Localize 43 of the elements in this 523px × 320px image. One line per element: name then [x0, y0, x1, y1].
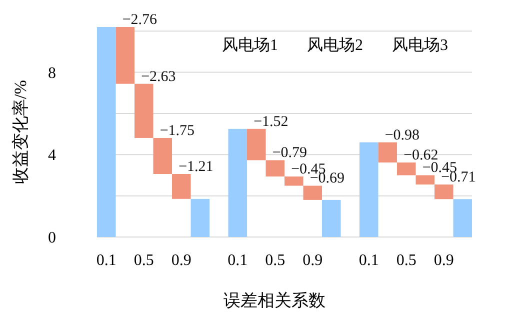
data-label: −0.79	[272, 145, 308, 162]
x-tick-label: 0.5	[265, 252, 286, 269]
x-axis-title: 误差相关系数	[224, 291, 326, 310]
bar	[266, 160, 284, 176]
bar	[134, 84, 154, 138]
bar	[303, 186, 322, 200]
bar	[416, 175, 434, 184]
annotation: 风电场3	[392, 36, 448, 54]
bar	[378, 142, 397, 162]
y-axis-title: 收益变化率/%	[11, 80, 30, 184]
bar	[247, 128, 266, 160]
bar	[434, 184, 454, 200]
data-label: −1.21	[178, 159, 214, 175]
bar	[322, 200, 341, 237]
x-tick-label: 0.1	[358, 252, 379, 269]
bar	[97, 27, 116, 237]
data-label: −0.62	[404, 147, 438, 164]
x-tick-label: 0.9	[434, 252, 454, 269]
x-tick-label: 0.5	[396, 252, 416, 269]
bar	[360, 142, 378, 237]
y-tick-label: 0	[48, 230, 56, 247]
bar	[190, 198, 210, 237]
data-label: −2.63	[141, 68, 176, 85]
data-label: −1.75	[160, 122, 195, 139]
annotation: 风电场2	[307, 36, 363, 54]
data-label: −2.76	[122, 12, 158, 28]
bar	[116, 27, 134, 84]
data-label: −1.52	[254, 114, 288, 130]
bar	[153, 138, 172, 174]
x-tick-label: 0.1	[96, 252, 116, 269]
x-tick-label: 0.1	[228, 252, 248, 269]
bar	[172, 174, 191, 199]
x-tick-label: 0.5	[134, 252, 154, 269]
x-tick-label: 0.9	[302, 252, 323, 269]
bar	[397, 162, 416, 176]
annotation: 风电场1	[222, 36, 278, 54]
y-tick-label: 4	[48, 147, 56, 164]
bar	[453, 199, 472, 237]
data-label: −0.98	[384, 127, 420, 144]
bar	[284, 176, 304, 186]
bar	[228, 128, 247, 237]
x-tick-label: 0.9	[171, 252, 192, 269]
y-tick-label: 8	[48, 64, 56, 82]
